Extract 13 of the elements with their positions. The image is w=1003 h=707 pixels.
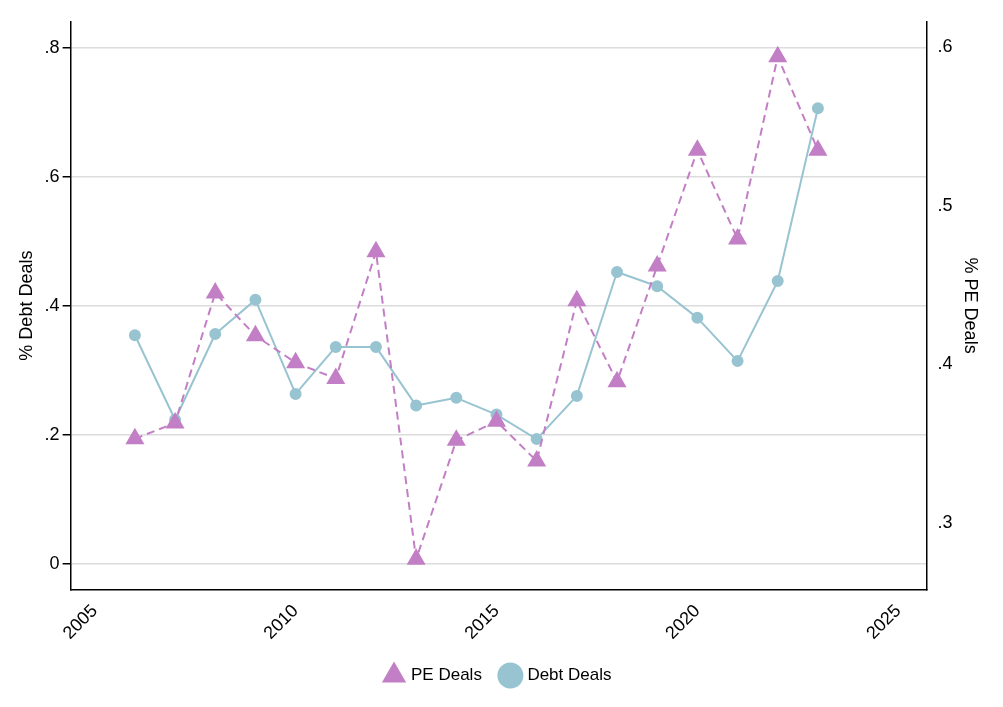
y2-axis-title: % PE Deals (961, 257, 982, 354)
y2-tick-label: .5 (937, 194, 953, 215)
y-tick-label: .6 (44, 165, 60, 186)
y2-tick-label: .3 (937, 511, 953, 532)
y-tick-label: 0 (49, 552, 60, 573)
legend-label: Debt Deals (527, 665, 612, 685)
y-tick-label: .4 (44, 294, 60, 315)
y-axis-title: % Debt Deals (15, 250, 36, 361)
y-tick-label: .8 (44, 36, 60, 57)
legend-label: PE Deals (411, 665, 482, 685)
y2-tick-label: .4 (937, 353, 953, 374)
y2-tick-label: .6 (937, 36, 953, 57)
y-tick-label: .2 (44, 423, 60, 444)
